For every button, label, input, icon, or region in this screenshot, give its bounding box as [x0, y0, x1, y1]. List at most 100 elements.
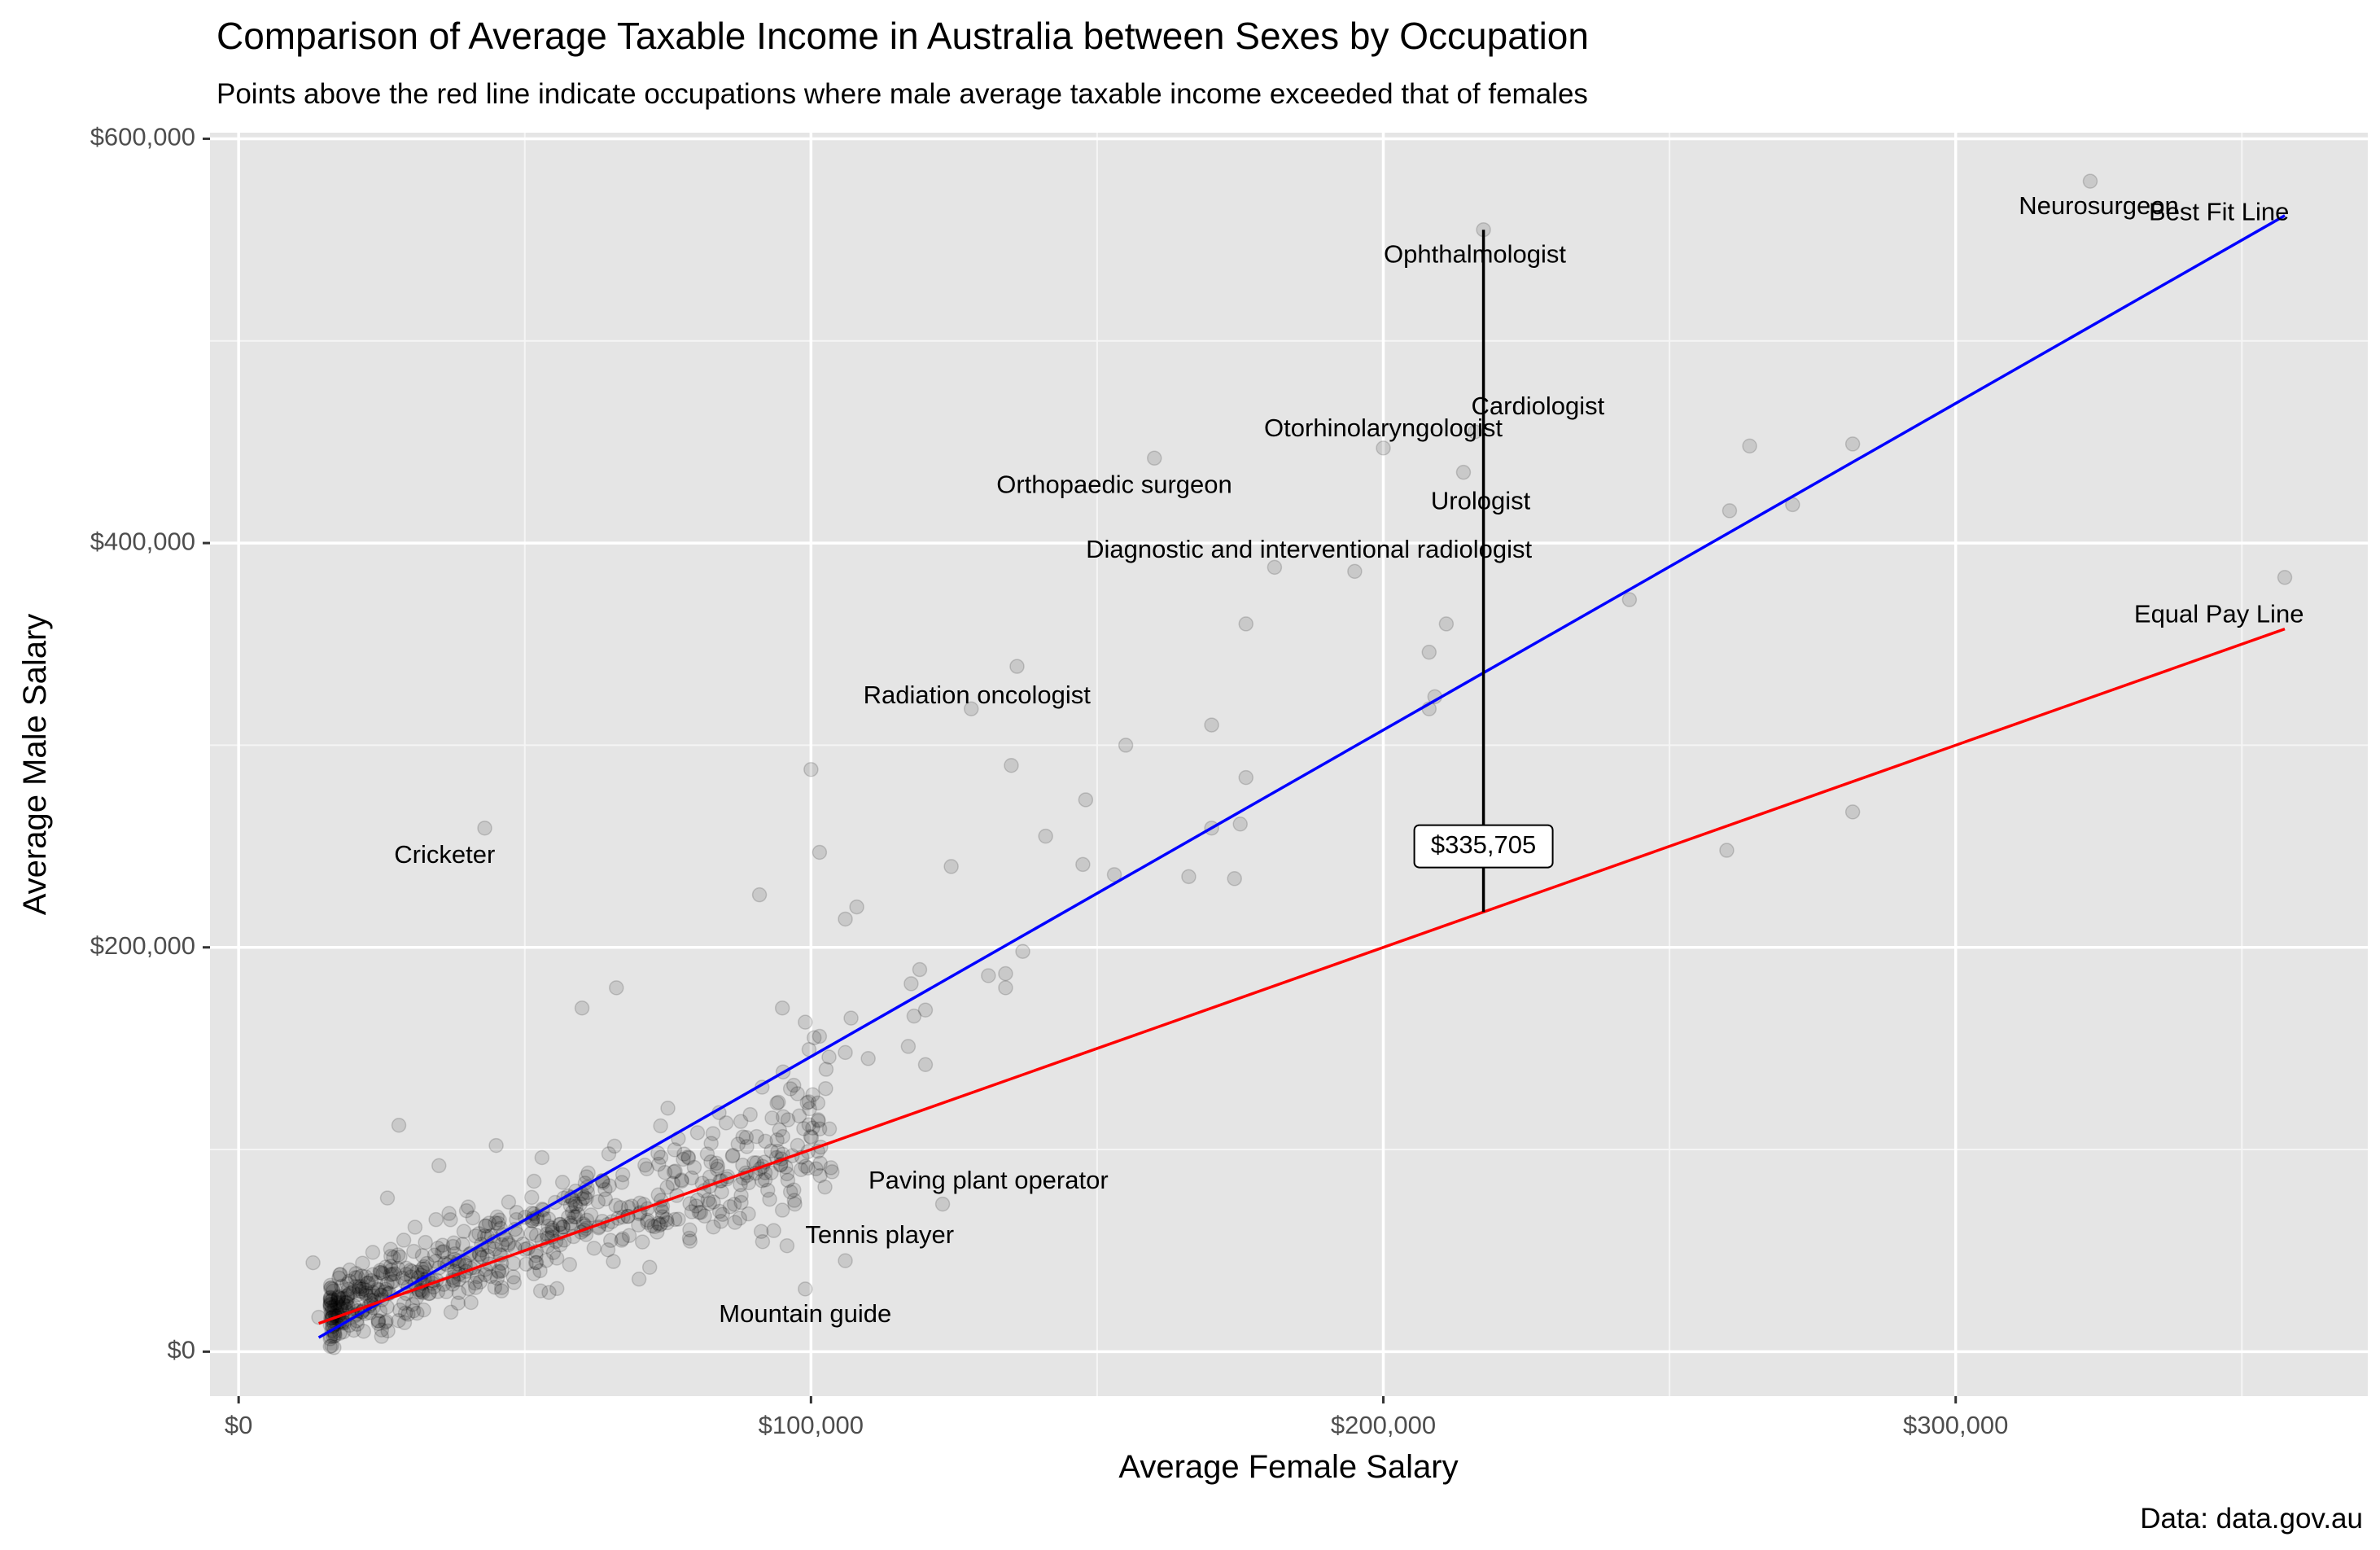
data-point — [658, 1211, 675, 1228]
data-point — [333, 1290, 349, 1307]
data-point — [785, 1182, 802, 1198]
data-point — [555, 1219, 571, 1235]
data-point — [684, 1204, 700, 1219]
data-point — [472, 1274, 488, 1290]
data-point — [501, 1194, 517, 1210]
data-point — [326, 1298, 343, 1314]
data-point — [402, 1263, 418, 1278]
data-point — [741, 1206, 756, 1222]
data-point — [419, 1255, 435, 1272]
data-point — [339, 1294, 354, 1311]
data-point — [505, 1255, 522, 1272]
data-point — [397, 1305, 413, 1321]
data-point — [733, 1194, 749, 1211]
data-point — [409, 1264, 425, 1280]
data-point — [682, 1196, 698, 1211]
data-point — [654, 1204, 670, 1219]
data-point — [754, 1173, 770, 1189]
data-point — [498, 1232, 514, 1247]
data-point — [903, 976, 919, 992]
data-point — [414, 1261, 430, 1277]
data-point — [1238, 616, 1254, 632]
data-point — [361, 1275, 377, 1291]
data-point — [323, 1294, 339, 1310]
data-point — [326, 1283, 341, 1299]
data-point — [430, 1240, 446, 1256]
data-point — [494, 1280, 510, 1295]
data-point — [697, 1208, 712, 1224]
data-point — [1376, 440, 1391, 456]
data-point — [323, 1280, 339, 1296]
data-point — [322, 1298, 338, 1314]
data-point — [808, 1161, 824, 1176]
data-point — [488, 1137, 504, 1154]
data-point — [1204, 717, 1219, 733]
data-point — [572, 1196, 588, 1212]
data-point — [688, 1198, 704, 1214]
data-point — [348, 1266, 364, 1281]
data-point — [943, 859, 959, 874]
data-point — [779, 1166, 795, 1182]
data-point — [741, 1175, 757, 1191]
data-point — [348, 1279, 364, 1294]
data-point — [418, 1234, 433, 1250]
data-point — [646, 1219, 663, 1235]
data-point — [383, 1241, 399, 1257]
data-point — [358, 1269, 374, 1285]
data-point — [680, 1150, 697, 1166]
data-point — [494, 1263, 510, 1279]
data-point — [602, 1233, 619, 1249]
data-point — [715, 1206, 730, 1222]
data-point — [463, 1294, 479, 1311]
data-point — [733, 1114, 749, 1129]
data-point — [374, 1329, 390, 1344]
data-point — [799, 1095, 815, 1110]
data-point — [538, 1253, 554, 1268]
data-point — [375, 1266, 391, 1281]
data-point — [523, 1225, 539, 1241]
data-point — [477, 820, 492, 836]
data-point — [608, 1198, 623, 1213]
data-point — [409, 1289, 425, 1306]
data-point — [674, 1172, 689, 1188]
data-point — [606, 1138, 623, 1154]
ophthalmologist-label: Ophthalmologist — [1384, 240, 1566, 269]
tennis-player-label: Tennis player — [805, 1220, 954, 1249]
data-point — [641, 1259, 658, 1275]
data-point — [489, 1270, 505, 1286]
otorhinolaryngologist-label: Otorhinolaryngologist — [1264, 414, 1503, 442]
data-point — [1147, 450, 1162, 466]
data-point — [1118, 738, 1134, 753]
data-point — [825, 1164, 840, 1180]
data-point — [764, 1110, 780, 1126]
data-point — [1015, 944, 1030, 959]
data-point — [354, 1278, 370, 1294]
data-point — [325, 1292, 341, 1307]
data-point — [487, 1279, 503, 1295]
data-point — [708, 1155, 724, 1171]
data-point — [435, 1237, 451, 1253]
data-point — [798, 1014, 813, 1030]
data-point — [334, 1278, 349, 1294]
data-point — [798, 1158, 813, 1174]
data-point — [561, 1209, 576, 1225]
data-point — [1238, 769, 1254, 786]
data-point — [509, 1205, 524, 1220]
data-point — [416, 1302, 431, 1318]
neurosurgeon-label: Neurosurgeon — [2019, 191, 2178, 220]
data-point — [782, 1081, 798, 1097]
data-point — [1078, 792, 1094, 808]
data-point — [325, 1281, 340, 1297]
data-point — [791, 1108, 807, 1124]
data-point — [328, 1295, 344, 1311]
data-point — [532, 1283, 549, 1298]
data-point — [817, 1179, 833, 1195]
data-point — [796, 1121, 812, 1136]
data-point — [818, 1062, 834, 1077]
data-point — [812, 1155, 828, 1171]
data-point — [570, 1206, 586, 1222]
data-point — [493, 1283, 510, 1299]
data-point — [800, 1160, 816, 1176]
data-point — [352, 1279, 367, 1294]
